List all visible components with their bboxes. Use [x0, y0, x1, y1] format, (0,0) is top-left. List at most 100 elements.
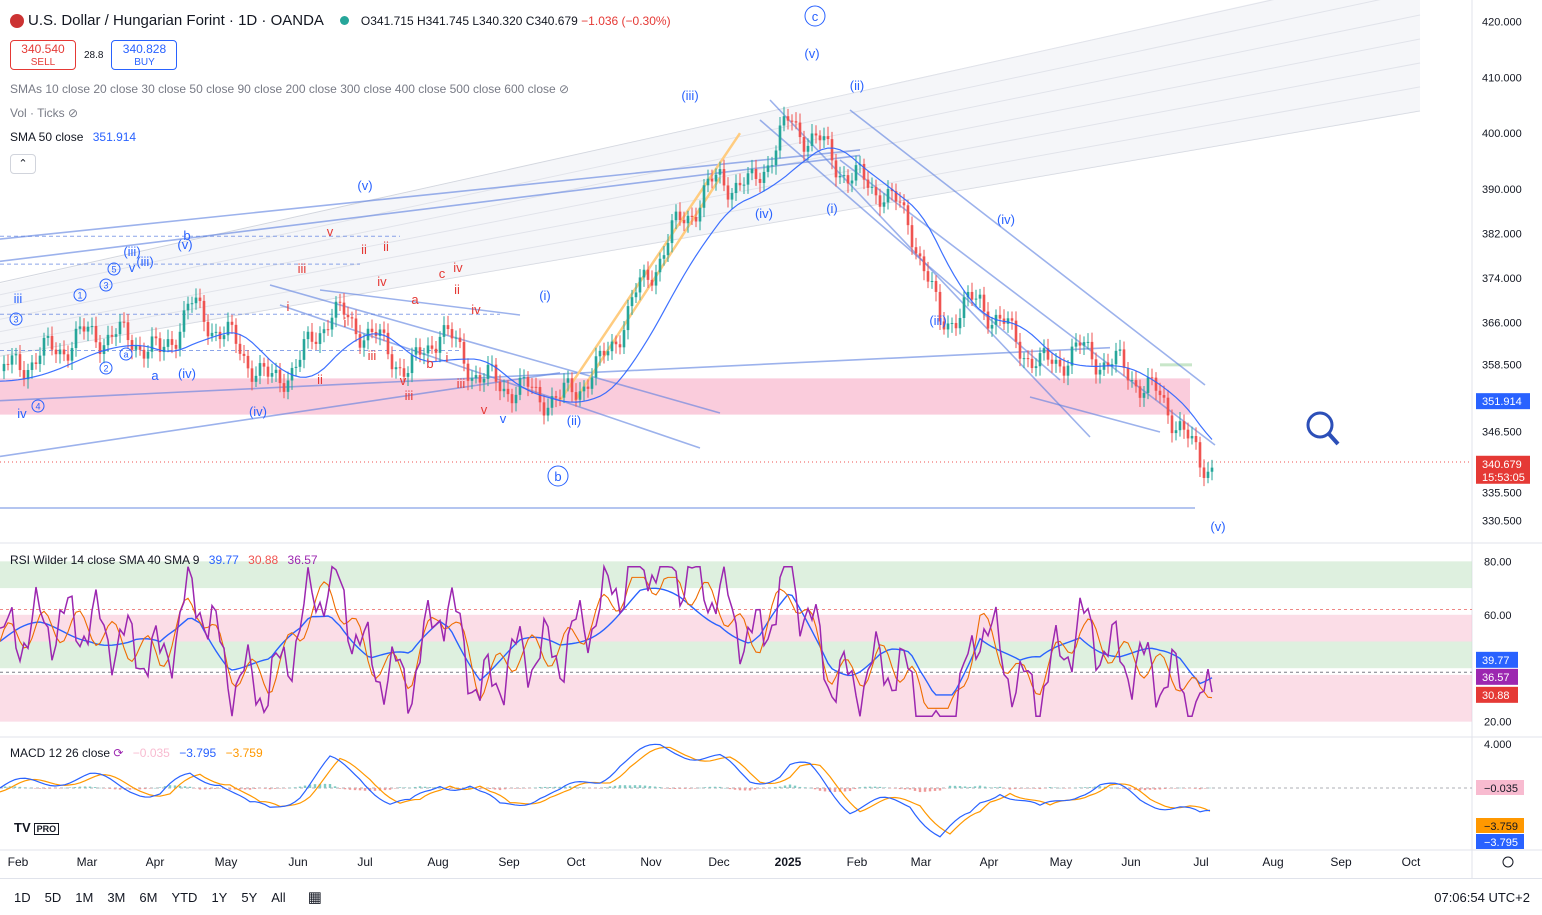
candle-body [790, 120, 794, 122]
candle-body [766, 165, 770, 172]
range-button-6m[interactable]: 6M [139, 889, 158, 905]
spread-value: 28.8 [84, 49, 104, 61]
macd-histogram-bar [788, 784, 792, 788]
buy-button[interactable]: 340.828 BUY [111, 40, 178, 70]
circled-wave-label [119, 347, 133, 361]
rsi-value-tag [1476, 668, 1518, 685]
candle-body [1098, 369, 1102, 375]
macd-histogram-bar [478, 788, 482, 790]
smas-legend-text: SMAs 10 close 20 close 30 close 50 close… [10, 82, 556, 96]
macd-histogram-bar [428, 787, 432, 788]
wave-label: iv [17, 406, 27, 421]
candle-body [878, 195, 882, 207]
price-axis-label: 358.500 [1482, 359, 1522, 371]
sell-button[interactable]: 340.540 SELL [10, 40, 76, 70]
candle-body [102, 345, 106, 354]
price-axis-label: 420.000 [1482, 17, 1522, 29]
candle-body [38, 355, 42, 364]
range-button-1y[interactable]: 1Y [211, 889, 228, 905]
macd-histogram-bar [1083, 787, 1087, 788]
ohlc-readout: O341.715 H341.745 L340.320 C340.679 −1.0… [361, 14, 671, 28]
eye-off-icon[interactable]: ⊘ [559, 82, 570, 96]
candle-body [1158, 390, 1162, 396]
candle-body [882, 202, 886, 207]
collapse-legend-button[interactable]: ⌃ [10, 154, 36, 174]
candle-body [606, 351, 610, 356]
candle-body [1142, 392, 1146, 398]
range-button-3m[interactable]: 3M [107, 889, 126, 905]
macd-histogram-bar [1018, 788, 1022, 789]
macd-histogram-bar [533, 787, 537, 789]
candle-body [634, 292, 638, 298]
circled-wave-label [99, 361, 113, 375]
candle-body [510, 394, 514, 404]
candle-body [190, 303, 194, 305]
candle-body [758, 178, 762, 183]
candle-body [1166, 397, 1170, 416]
wave-label: v [327, 224, 334, 239]
macd-value-2: −3.795 [179, 746, 217, 760]
candle-body [334, 301, 338, 318]
range-button-all[interactable]: All [271, 889, 286, 905]
rsi-legend[interactable]: RSI Wilder 14 close SMA 40 SMA 9 39.77 3… [10, 553, 318, 567]
macd-histogram-bar [1023, 788, 1027, 789]
vol-legend[interactable]: Vol · Ticks ⊘ [10, 106, 78, 120]
rsi-value-tag-text: 36.57 [1482, 672, 1510, 684]
time-axis-label: Jul [1193, 855, 1208, 869]
macd-legend[interactable]: MACD 12 26 close ⟳ −0.035 −3.795 −3.759 [10, 746, 263, 760]
candle-body [1194, 436, 1198, 443]
date-range-icon[interactable]: ▦ [307, 889, 322, 906]
range-button-1d[interactable]: 1D [14, 889, 31, 905]
settings-icon[interactable]: ⟳ [113, 746, 124, 760]
macd-histogram-bar [978, 785, 982, 788]
macd-histogram-bar [493, 788, 497, 790]
candle-body [918, 253, 922, 257]
candle-body [202, 300, 206, 322]
candle-body [382, 329, 386, 333]
macd-histogram-bar [528, 788, 532, 789]
wave-label: i [287, 299, 290, 314]
clock[interactable]: 07:06:54 UTC+2 [1434, 890, 1530, 905]
candle-body [1078, 342, 1082, 346]
price-axis-label: 382.000 [1482, 228, 1522, 240]
macd-histogram-bar [673, 788, 677, 789]
wave-label: (iii) [929, 313, 946, 328]
rsi-sma40-line [0, 587, 1213, 696]
macd-histogram-bar [73, 787, 77, 788]
candle-body [142, 349, 146, 359]
tradingview-logo[interactable]: TV PRO [14, 820, 60, 835]
smas-legend[interactable]: SMAs 10 close 20 close 30 close 50 close… [10, 82, 569, 96]
candle-body [418, 347, 422, 355]
macd-histogram-bar [803, 787, 807, 788]
candle-body [1106, 362, 1110, 367]
candle-body [978, 294, 982, 299]
range-button-ytd[interactable]: YTD [171, 889, 198, 905]
eye-off-icon[interactable]: ⊘ [68, 106, 79, 120]
range-button-5y[interactable]: 5Y [241, 889, 258, 905]
rsi-legend-text: RSI Wilder 14 close SMA 40 SMA 9 [10, 553, 200, 567]
candle-body [914, 247, 918, 254]
macd-histogram-bar [1168, 788, 1172, 789]
candle-body [442, 325, 446, 337]
range-button-5d[interactable]: 5D [44, 889, 62, 905]
macd-histogram-bar [318, 783, 322, 788]
macd-histogram-bar [158, 787, 162, 788]
range-button-1m[interactable]: 1M [75, 889, 94, 905]
macd-histogram-bar [193, 788, 197, 789]
candle-body [34, 362, 38, 364]
macd-histogram-bar [363, 788, 367, 791]
macd-histogram-bar [438, 786, 442, 788]
sma50-legend[interactable]: SMA 50 close 351.914 [10, 130, 136, 144]
wave-label: iii [14, 291, 23, 306]
macd-histogram-bar [393, 788, 397, 789]
time-axis-label: Sep [1330, 855, 1352, 869]
macd-histogram-bar [353, 788, 357, 791]
symbol-title[interactable]: U.S. Dollar / Hungarian Forint · 1D · OA… [28, 12, 324, 29]
macd-histogram-bar [1048, 787, 1052, 788]
candle-body [246, 355, 250, 369]
candle-body [1086, 341, 1090, 343]
macd-histogram-bar [1113, 787, 1117, 789]
candle-body [554, 396, 558, 398]
price-axis-label: 374.000 [1482, 273, 1522, 285]
